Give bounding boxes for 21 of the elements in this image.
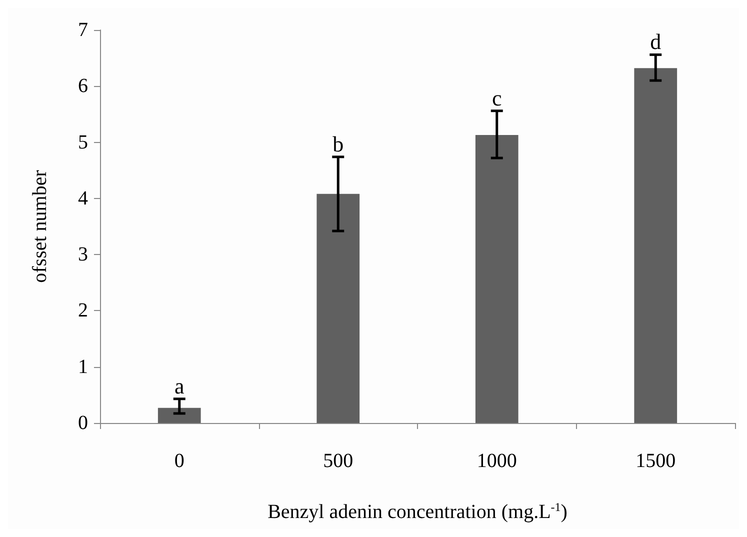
bar [634,68,678,423]
annotation: a [174,373,184,398]
y-tick-label: 7 [78,19,88,41]
y-tick-label: 1 [78,356,88,378]
x-tick-label: 500 [323,450,354,472]
bar [316,194,360,423]
x-tick-label: 1500 [636,450,676,472]
bar [475,134,518,423]
y-tick-label: 0 [78,412,88,434]
bar [158,408,201,423]
x-tick-label: 0 [174,450,184,472]
annotation: b [332,131,344,156]
x-tick-label: 1000 [476,450,517,472]
y-tick-label: 6 [78,75,88,98]
y-tick-label: 4 [78,187,88,210]
annotation: c [492,85,502,110]
y-axis-title: ofsset number [29,170,51,283]
y-tick-label: 2 [78,300,88,322]
y-tick-label: 3 [78,244,88,266]
y-tick-label: 5 [78,131,88,154]
annotation: d [650,29,662,54]
